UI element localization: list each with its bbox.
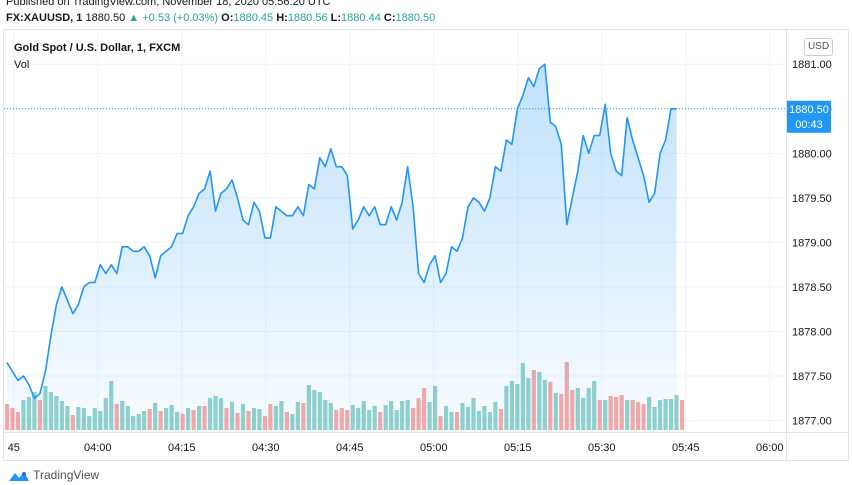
volume-bar xyxy=(679,400,685,430)
x-tick-label: 04:15 xyxy=(168,442,196,454)
chart-legend-title: Gold Spot / U.S. Dollar, 1, FXCM xyxy=(14,42,181,54)
chart-frame xyxy=(3,29,849,461)
y-tick-label: 1878.50 xyxy=(792,282,832,294)
low-value: 1880.44 xyxy=(341,12,381,24)
x-tick-label: 04:00 xyxy=(84,442,112,454)
price-line xyxy=(6,63,677,400)
last-price-tag: 1880.50 00:43 xyxy=(787,100,831,133)
x-tick-label: 04:30 xyxy=(252,442,280,454)
open-value: 1880.45 xyxy=(233,12,274,24)
high-label: H: xyxy=(276,12,288,24)
low-label: L: xyxy=(330,12,342,24)
close-label: C: xyxy=(383,12,396,24)
y-tick-label: 1879.50 xyxy=(792,193,832,205)
symbol-label: FX:XAUUSD, 1 xyxy=(6,12,83,24)
y-tick-label: 1880.00 xyxy=(792,148,832,160)
x-tick-label: 05:30 xyxy=(588,442,616,454)
ticker-line: FX:XAUUSD, 1 1880.50 ▲ +0.53 (+0.03%) O:… xyxy=(6,12,435,24)
x-tick-label: 05:45 xyxy=(672,442,700,454)
up-arrow-icon: ▲ xyxy=(128,12,140,24)
tradingview-logo: TradingView xyxy=(8,468,99,482)
bar-countdown: 00:43 xyxy=(795,119,823,131)
tradingview-logo-icon xyxy=(9,471,29,481)
currency-button[interactable]: USD xyxy=(804,38,833,56)
y-tick-label: 1881.00 xyxy=(792,59,832,71)
x-tick-label: 05:00 xyxy=(420,442,448,454)
close-value: 1880.50 xyxy=(395,12,436,24)
tradingview-brand: TradingView xyxy=(33,468,100,482)
high-value: 1880.56 xyxy=(287,12,328,24)
volume-bar xyxy=(674,395,679,430)
last-price-value: 1880.50 xyxy=(789,104,829,116)
y-tick-label: 1877.50 xyxy=(792,371,832,383)
y-tick-label: 1879.00 xyxy=(792,237,832,249)
last-price: 1880.50 xyxy=(85,12,126,24)
x-tick-label: 04:45 xyxy=(336,442,364,454)
time-axis-separator xyxy=(4,432,848,433)
open-label: O: xyxy=(221,12,234,24)
x-tick-label: 45 xyxy=(8,442,20,454)
x-tick-label: 06:00 xyxy=(756,442,784,454)
published-note: Published on TradingView.com, November 1… xyxy=(6,0,331,8)
volume-legend: Vol xyxy=(14,59,30,71)
y-tick-label: 1877.00 xyxy=(792,416,832,428)
axis-separator xyxy=(786,30,787,460)
x-tick-label: 05:15 xyxy=(504,442,532,454)
price-area xyxy=(7,64,677,432)
price-change: +0.53 (+0.03%) xyxy=(142,12,219,24)
y-tick-label: 1878.00 xyxy=(792,326,832,338)
